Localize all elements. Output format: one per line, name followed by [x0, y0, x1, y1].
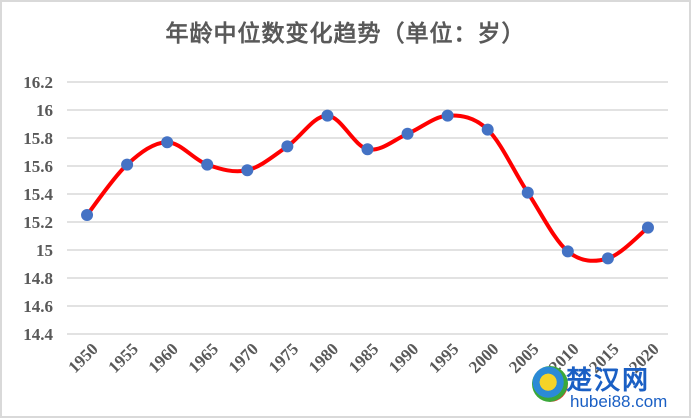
- y-tick-label: 15.8: [23, 129, 53, 148]
- y-tick-label: 14.4: [23, 325, 53, 344]
- data-point: [561, 245, 574, 258]
- x-tick-label: 1990: [385, 339, 422, 376]
- data-point: [281, 140, 294, 153]
- data-point: [641, 221, 654, 234]
- data-point: [601, 252, 614, 265]
- gridlines: [67, 81, 668, 335]
- data-point: [201, 158, 214, 171]
- data-point: [321, 109, 334, 122]
- x-tick-label: 1975: [265, 339, 302, 376]
- x-tick-label: 1995: [425, 339, 462, 376]
- y-tick-label: 15: [36, 241, 53, 260]
- x-tick-label: 1985: [345, 339, 382, 376]
- globe-icon: [532, 366, 568, 402]
- data-point: [121, 158, 134, 171]
- watermark-logo: 楚汉网 hubei88.com: [528, 360, 688, 414]
- x-tick-label: 1960: [145, 339, 182, 376]
- x-tick-label: 2000: [465, 339, 502, 376]
- data-point: [241, 164, 254, 177]
- data-point: [401, 127, 414, 140]
- data-point: [81, 209, 94, 221]
- data-point: [481, 123, 494, 136]
- chart-title: 年龄中位数变化趋势（单位：岁）: [165, 20, 526, 47]
- y-tick-label: 15.6: [23, 157, 53, 176]
- y-axis-labels: 14.4 14.6 14.8 15 15.2 15.4 15.6 15.8 16 16.2: [23, 73, 53, 344]
- y-tick-label: 16.2: [23, 73, 53, 92]
- data-point: [161, 136, 174, 149]
- y-tick-label: 16: [36, 101, 53, 120]
- x-tick-label: 1955: [104, 339, 141, 376]
- y-tick-label: 15.2: [23, 213, 53, 232]
- x-tick-label: 1965: [185, 339, 222, 376]
- data-point: [361, 143, 374, 156]
- y-tick-label: 14.8: [23, 269, 53, 288]
- watermark-url: hubei88.com: [570, 392, 668, 411]
- x-tick-label: 1950: [64, 339, 101, 376]
- data-point: [441, 109, 454, 122]
- data-point: [521, 186, 534, 199]
- x-tick-label: 1970: [225, 339, 262, 376]
- y-tick-label: 14.6: [23, 297, 53, 316]
- data-markers: [81, 109, 654, 265]
- x-tick-label: 1980: [305, 339, 342, 376]
- watermark-text: 楚汉网: [566, 366, 651, 396]
- y-tick-label: 15.4: [23, 185, 53, 204]
